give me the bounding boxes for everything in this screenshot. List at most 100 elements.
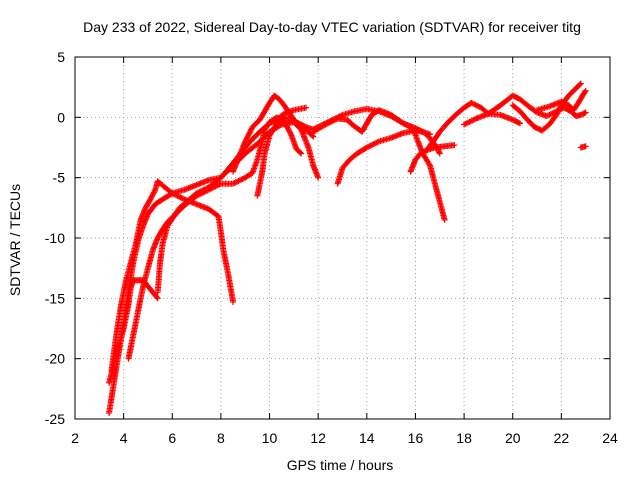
y-tick-label: 5 [57, 49, 65, 65]
x-tick-label: 16 [408, 430, 424, 446]
x-axis-label: GPS time / hours [287, 457, 394, 473]
data-point [441, 216, 448, 223]
data-point [323, 120, 330, 127]
data-point [331, 116, 338, 123]
data-point [582, 109, 589, 116]
x-tick-label: 2 [71, 430, 79, 446]
data-point [374, 139, 381, 146]
data-point [582, 143, 589, 150]
data-point [285, 127, 292, 134]
data-point [556, 105, 563, 112]
data-point [373, 139, 380, 146]
data-point [230, 298, 237, 305]
series-arc-3 [108, 178, 237, 374]
data-point [367, 142, 374, 149]
series-arc-2 [106, 277, 161, 386]
data-point [297, 149, 304, 156]
data-point [547, 111, 554, 118]
data-point [471, 101, 478, 108]
data-point [148, 195, 155, 202]
data-point [472, 101, 479, 108]
data-point [243, 135, 250, 142]
data-point [150, 189, 157, 196]
data-point [238, 176, 245, 183]
y-axis-label: SDTVAR / TECUs [7, 184, 23, 296]
data-point [194, 189, 201, 196]
data-point [245, 131, 252, 138]
data-point [475, 103, 482, 110]
data-point [150, 190, 157, 197]
data-point [466, 118, 473, 125]
data-point [148, 193, 155, 200]
data-point [330, 117, 337, 124]
data-point [577, 80, 584, 87]
data-point [177, 194, 184, 201]
data-point [582, 87, 589, 94]
data-point [201, 186, 208, 193]
data-point [463, 120, 470, 127]
data-point [369, 141, 376, 148]
data-point [473, 102, 480, 109]
data-point [277, 122, 284, 129]
data-point [236, 177, 243, 184]
data-point [213, 182, 220, 189]
data-point [180, 195, 187, 202]
data-point [403, 121, 410, 128]
series-arc-6 [230, 92, 317, 175]
data-point [338, 112, 345, 119]
data-point [468, 99, 475, 106]
y-tick-label: -5 [53, 170, 66, 186]
data-point [400, 120, 407, 127]
data-point [371, 140, 378, 147]
series-arc-11 [424, 99, 524, 152]
data-point [198, 187, 205, 194]
data-point [467, 118, 474, 125]
data-point [436, 149, 443, 156]
data-point [215, 182, 222, 189]
series-arc-1 [106, 104, 310, 416]
x-tick-label: 14 [359, 430, 375, 446]
data-point [242, 137, 249, 144]
x-tick-label: 24 [602, 430, 618, 446]
data-point [543, 113, 550, 120]
data-point [545, 112, 552, 119]
data-point [556, 106, 563, 113]
data-point [329, 118, 336, 125]
x-tick-label: 10 [262, 430, 278, 446]
data-point [147, 196, 154, 203]
data-point [153, 294, 160, 301]
data-point [173, 192, 180, 199]
data-point [366, 143, 373, 150]
x-tick-label: 8 [217, 430, 225, 446]
data-point [370, 141, 377, 148]
data-point [287, 129, 294, 136]
data-point [196, 189, 203, 196]
data-point [470, 116, 477, 123]
data-point [469, 100, 476, 107]
data-point [401, 121, 408, 128]
data-point [576, 81, 583, 88]
series-arc-4 [125, 114, 305, 362]
data-point [203, 185, 210, 192]
data-point [169, 190, 176, 197]
series-arc-12 [461, 92, 589, 128]
data-point [581, 88, 588, 95]
data-point [285, 125, 292, 132]
data-point [553, 111, 560, 118]
data-point [151, 188, 158, 195]
data-point [365, 143, 372, 150]
series-arc-14 [534, 87, 589, 114]
data-point [554, 109, 561, 116]
x-tick-label: 22 [554, 430, 570, 446]
x-tick-label: 12 [310, 430, 326, 446]
data-point [246, 129, 253, 136]
data-point [178, 195, 185, 202]
data-point [231, 180, 238, 187]
data-point [303, 104, 310, 111]
data-point [461, 121, 468, 128]
data-points [106, 80, 589, 416]
data-point [244, 133, 251, 140]
series-arc-15 [577, 143, 589, 151]
